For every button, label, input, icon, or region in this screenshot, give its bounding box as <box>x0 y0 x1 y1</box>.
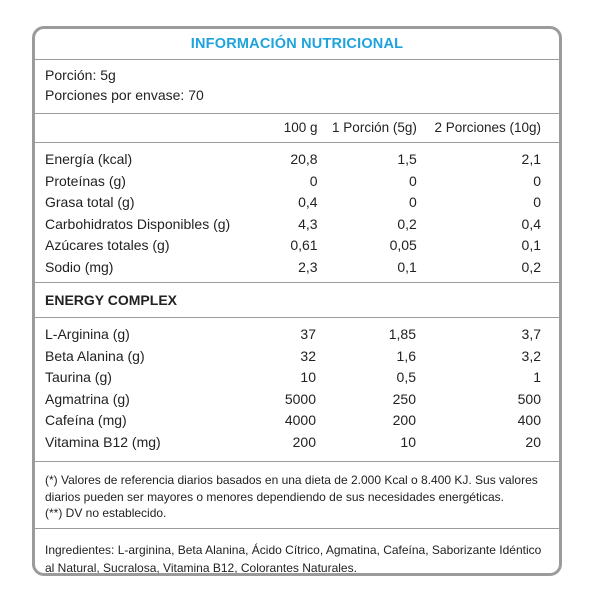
value-2-portions: 1 <box>533 369 541 385</box>
table-row: Azúcares totales (g) 0,61 0,05 0,1 <box>35 235 559 257</box>
value-2-portions: 0 <box>533 194 541 210</box>
table-row: Vitamina B12 (mg) 200 10 20 <box>35 432 559 454</box>
value-100g: 4000 <box>284 412 316 428</box>
table-row: L-Arginina (g) 37 1,85 3,7 <box>35 324 559 346</box>
column-headers: 100 g 1 Porción (5g) 2 Porciones (10g) <box>35 114 559 143</box>
nutrient-name: Azúcares totales (g) <box>45 237 170 253</box>
column-header-1-portion: 1 Porción (5g) <box>317 114 417 143</box>
footnotes: (*) Valores de referencia diarios basado… <box>35 462 559 529</box>
value-1-portion: 0,5 <box>396 369 416 385</box>
value-1-portion: 0,1 <box>397 258 417 275</box>
table-row: Beta Alanina (g) 32 1,6 3,2 <box>35 346 559 368</box>
value-1-portion: 0,2 <box>397 215 417 232</box>
nutrients-block: 100 g 1 Porción (5g) 2 Porciones (10g) E… <box>35 114 559 283</box>
nutrient-name: Sodio (mg) <box>45 258 114 275</box>
value-1-portion: 250 <box>392 390 416 407</box>
value-2-portions: 20 <box>525 433 541 450</box>
portions-per-package: Porciones por envase: 70 <box>45 87 204 103</box>
value-100g: 0,4 <box>298 194 318 210</box>
label-title: INFORMACIÓN NUTRICIONAL <box>35 29 559 60</box>
energy-complex-rows: L-Arginina (g) 37 1,85 3,7 Beta Alanina (g) 3… <box>35 318 559 453</box>
value-2-portions: 3,7 <box>521 326 541 342</box>
value-1-portion: 1,6 <box>396 347 416 364</box>
table-row: Carbohidratos Disponibles (g) 4,3 0,2 0,4 <box>35 214 559 236</box>
value-2-portions: 0,2 <box>521 258 541 275</box>
table-row: Cafeína (mg) 4000 200 400 <box>35 410 559 432</box>
value-1-portion: 0 <box>409 194 417 210</box>
nutrition-label: INFORMACIÓN NUTRICIONAL Porción: 5g Porc… <box>32 26 562 576</box>
value-100g: 2,3 <box>298 258 318 275</box>
value-100g: 5000 <box>284 390 316 407</box>
energy-complex-block: L-Arginina (g) 37 1,85 3,7 Beta Alanina (g) 3… <box>35 318 559 462</box>
value-2-portions: 3,2 <box>521 347 541 364</box>
portion-size: Porción: 5g <box>45 67 116 83</box>
nutrient-name: Grasa total (g) <box>45 194 135 210</box>
ingredients-list: Ingredientes: L-arginina, Beta Alanina, … <box>45 543 542 575</box>
table-row: Agmatrina (g) 5000 250 500 <box>35 389 559 411</box>
value-100g: 0 <box>309 172 318 189</box>
table-row: Energía (kcal) 20,8 1,5 2,1 <box>35 149 559 171</box>
nutrients-table: 100 g 1 Porción (5g) 2 Porciones (10g) E… <box>35 114 559 278</box>
value-1-portion: 1,5 <box>397 151 417 167</box>
footnote-dv: (**) DV no establecido. <box>45 506 167 520</box>
value-100g: 37 <box>300 326 316 342</box>
column-header-name <box>35 114 231 143</box>
value-1-portion: 10 <box>400 433 416 450</box>
energy-complex-table: L-Arginina (g) 37 1,85 3,7 Beta Alanina (g) 3… <box>35 318 559 453</box>
value-2-portions: 400 <box>517 412 541 428</box>
energy-complex-title: ENERGY COMPLEX <box>35 283 559 318</box>
table-row: Grasa total (g) 0,4 0 0 <box>35 192 559 214</box>
value-2-portions: 0 <box>533 172 541 189</box>
table-row: Proteínas (g) 0 0 0 <box>35 171 559 193</box>
value-1-portion: 200 <box>392 412 416 428</box>
serving-info: Porción: 5g Porciones por envase: 70 <box>35 60 559 114</box>
nutrient-name: Beta Alanina (g) <box>45 347 145 364</box>
value-2-portions: 500 <box>517 390 541 407</box>
footnote-reference-values: (*) Valores de referencia diarios basado… <box>45 473 538 504</box>
nutrients-rows: Energía (kcal) 20,8 1,5 2,1 Proteínas (g) 0 0 0… <box>35 143 559 279</box>
value-100g: 4,3 <box>298 215 318 232</box>
value-100g: 32 <box>300 347 316 364</box>
nutrient-name: Taurina (g) <box>45 369 112 385</box>
value-2-portions: 0,1 <box>521 237 541 253</box>
nutrient-name: Carbohidratos Disponibles (g) <box>45 215 231 232</box>
value-100g: 20,8 <box>290 151 318 167</box>
table-row: Taurina (g) 10 0,5 1 <box>35 367 559 389</box>
column-header-2-portions: 2 Porciones (10g) <box>416 114 559 143</box>
nutrient-name: L-Arginina (g) <box>45 326 130 342</box>
nutrient-name: Cafeína (mg) <box>45 412 127 428</box>
column-header-100g: 100 g <box>230 114 318 143</box>
value-1-portion: 1,85 <box>388 326 416 342</box>
value-100g: 0,61 <box>290 237 318 253</box>
value-100g: 200 <box>292 433 316 450</box>
value-2-portions: 0,4 <box>521 215 541 232</box>
value-1-portion: 0 <box>409 172 417 189</box>
value-1-portion: 0,05 <box>389 237 417 253</box>
nutrient-name: Agmatrina (g) <box>45 390 130 407</box>
nutrient-name: Vitamina B12 (mg) <box>45 433 161 450</box>
nutrient-name: Proteínas (g) <box>45 172 126 189</box>
nutrient-name: Energía (kcal) <box>45 151 133 167</box>
table-row: Sodio (mg) 2,3 0,1 0,2 <box>35 257 559 279</box>
value-2-portions: 2,1 <box>521 151 541 167</box>
value-100g: 10 <box>300 369 316 385</box>
